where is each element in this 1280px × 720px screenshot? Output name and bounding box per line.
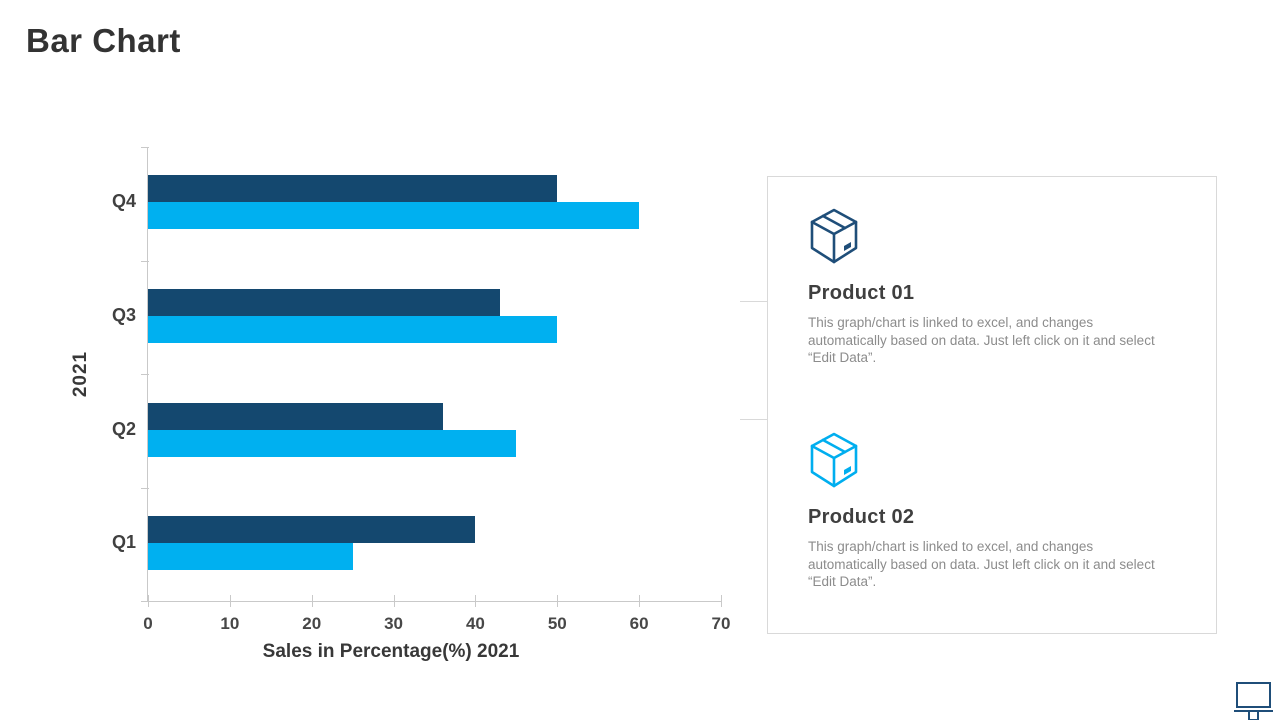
x-axis-label: Sales in Percentage(%) 2021: [262, 641, 520, 662]
product-card-2: Product 02 This graph/chart is linked to…: [808, 431, 1208, 591]
bar-product02-q2[interactable]: [148, 429, 517, 457]
bar-chart-plot-area[interactable]: Q4 Q3 Q2 Q1 0 10 20 30 40 50 60 70: [112, 147, 730, 633]
chart-row-q3: Q3: [112, 261, 721, 375]
info-panel: Product 01 This graph/chart is linked to…: [767, 176, 1217, 634]
x-axis-tick-label: 60: [629, 614, 649, 633]
product-description: This graph/chart is linked to excel, and…: [808, 315, 1155, 365]
y-axis-label: 2021: [70, 350, 91, 398]
bar-product02-q1[interactable]: [148, 543, 353, 571]
monitor-icon: [1232, 678, 1274, 720]
chart-row-q4: Q4: [112, 147, 721, 261]
y-axis-tick: [141, 601, 149, 602]
x-axis-tick-label: 10: [220, 614, 240, 633]
product-title: Product 02: [808, 506, 915, 528]
y-axis-tick: [141, 147, 149, 148]
bar-product02-q4[interactable]: [148, 202, 640, 229]
box-icon: [808, 432, 860, 493]
bar-product01-q4[interactable]: [148, 175, 558, 202]
category-label: Q2: [111, 418, 136, 439]
chart-row-q2: Q2: [112, 375, 721, 489]
category-label: Q1: [111, 532, 136, 553]
x-axis-tick: [475, 595, 477, 607]
product-card-1: Product 01 This graph/chart is linked to…: [808, 207, 1208, 367]
panel-connector-line: [740, 301, 791, 302]
box-icon: [808, 208, 860, 269]
x-axis-tick: [557, 595, 559, 607]
x-axis-tick-label: 0: [143, 614, 153, 633]
bar-product01-q1[interactable]: [148, 516, 476, 544]
y-axis-tick: [141, 487, 149, 489]
x-axis-tick-label: 30: [384, 614, 404, 633]
x-axis-tick-label: 50: [547, 614, 567, 633]
y-axis-tick: [141, 374, 149, 375]
bar-product01-q3[interactable]: [148, 288, 500, 316]
x-axis-tick-label: 20: [302, 614, 322, 633]
bar-product01-q2[interactable]: [148, 402, 443, 430]
x-axis-tick: [393, 595, 395, 607]
product-description: This graph/chart is linked to excel, and…: [808, 539, 1155, 589]
bar-product02-q3[interactable]: [148, 315, 558, 343]
panel-connector-line: [740, 419, 791, 420]
x-axis-tick-label: 70: [711, 614, 731, 633]
y-axis-tick: [141, 260, 149, 262]
x-axis-tick: [148, 595, 149, 607]
x-axis-tick-label: 40: [465, 614, 485, 633]
x-axis-tick: [721, 595, 722, 607]
product-title: Product 01: [808, 282, 915, 304]
category-label: Q4: [111, 191, 136, 211]
x-axis-tick: [229, 595, 231, 607]
x-axis-tick: [639, 595, 641, 607]
x-axis-tick: [311, 595, 313, 607]
category-label: Q3: [111, 304, 136, 325]
chart-row-q1: Q1: [112, 488, 721, 602]
page-title: Bar Chart: [26, 22, 181, 59]
